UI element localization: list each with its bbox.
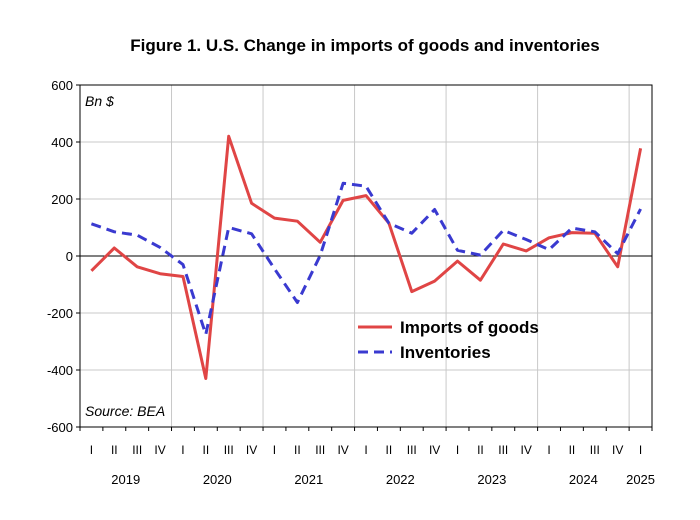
quarter-tick-label: I bbox=[364, 443, 367, 457]
year-tick-label: 2021 bbox=[294, 472, 323, 487]
quarter-tick-label: I bbox=[90, 443, 93, 457]
y-tick-label: -400 bbox=[47, 363, 73, 378]
quarter-tick-label: II bbox=[111, 443, 118, 457]
quarter-tick-label: II bbox=[294, 443, 301, 457]
quarter-tick-label: IV bbox=[246, 443, 257, 457]
quarter-tick-label: III bbox=[590, 443, 600, 457]
quarter-tick-label: II bbox=[477, 443, 484, 457]
legend-label: Imports of goods bbox=[400, 318, 539, 337]
series-line bbox=[90, 181, 642, 336]
quarter-tick-label: III bbox=[224, 443, 234, 457]
year-tick-label: 2025 bbox=[626, 472, 655, 487]
quarter-tick-label: I bbox=[273, 443, 276, 457]
quarter-tick-label: I bbox=[456, 443, 459, 457]
legend: Imports of goods Inventories bbox=[358, 318, 539, 362]
series-line bbox=[90, 134, 643, 380]
source-note: Source: BEA bbox=[85, 403, 165, 419]
y-tick-label: 200 bbox=[51, 192, 73, 207]
quarter-tick-label: I bbox=[547, 443, 550, 457]
y-tick-label: -200 bbox=[47, 306, 73, 321]
quarter-tick-label: I bbox=[181, 443, 184, 457]
quarter-tick-label: III bbox=[315, 443, 325, 457]
quarter-tick-label: II bbox=[569, 443, 576, 457]
quarter-tick-label: IV bbox=[154, 443, 165, 457]
unit-label: Bn $ bbox=[85, 93, 114, 109]
year-tick-label: 2022 bbox=[386, 472, 415, 487]
x-axis: I II III IV I II III IV I II III IV I II III IV I II III IV… bbox=[79, 427, 655, 487]
quarter-tick-label: III bbox=[498, 443, 508, 457]
y-tick-label: 0 bbox=[66, 249, 73, 264]
quarter-tick-label: IV bbox=[612, 443, 623, 457]
quarter-tick-label: II bbox=[203, 443, 210, 457]
quarter-tick-label: IV bbox=[337, 443, 348, 457]
quarter-tick-label: IV bbox=[520, 443, 531, 457]
year-tick-label: 2020 bbox=[203, 472, 232, 487]
quarter-tick-label: III bbox=[407, 443, 417, 457]
chart-title: Figure 1. U.S. Change in imports of good… bbox=[130, 36, 599, 55]
y-tick-label: 600 bbox=[51, 78, 73, 93]
quarter-tick-label: III bbox=[132, 443, 142, 457]
y-axis: 600 400 200 0 -200 -400 -600 bbox=[47, 78, 80, 435]
legend-label: Inventories bbox=[400, 343, 491, 362]
year-tick-label: 2019 bbox=[111, 472, 140, 487]
year-tick-label: 2023 bbox=[477, 472, 506, 487]
year-tick-label: 2024 bbox=[569, 472, 598, 487]
quarter-tick-label: I bbox=[639, 443, 642, 457]
series-layer bbox=[90, 134, 643, 380]
quarter-tick-label: II bbox=[386, 443, 393, 457]
quarter-tick-label: IV bbox=[429, 443, 440, 457]
y-tick-label: 400 bbox=[51, 135, 73, 150]
y-tick-label: -600 bbox=[47, 420, 73, 435]
